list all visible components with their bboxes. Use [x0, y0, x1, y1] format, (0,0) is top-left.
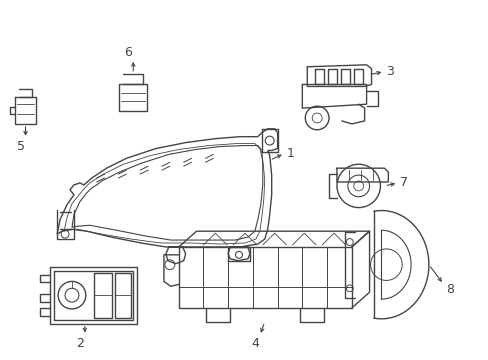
Text: 5: 5 — [17, 140, 24, 153]
Text: 4: 4 — [250, 337, 258, 350]
Text: 6: 6 — [124, 45, 132, 59]
Text: 1: 1 — [286, 147, 294, 160]
Text: 7: 7 — [399, 176, 407, 189]
Text: 3: 3 — [386, 65, 393, 78]
Text: 2: 2 — [76, 337, 83, 350]
Text: 8: 8 — [445, 283, 453, 296]
